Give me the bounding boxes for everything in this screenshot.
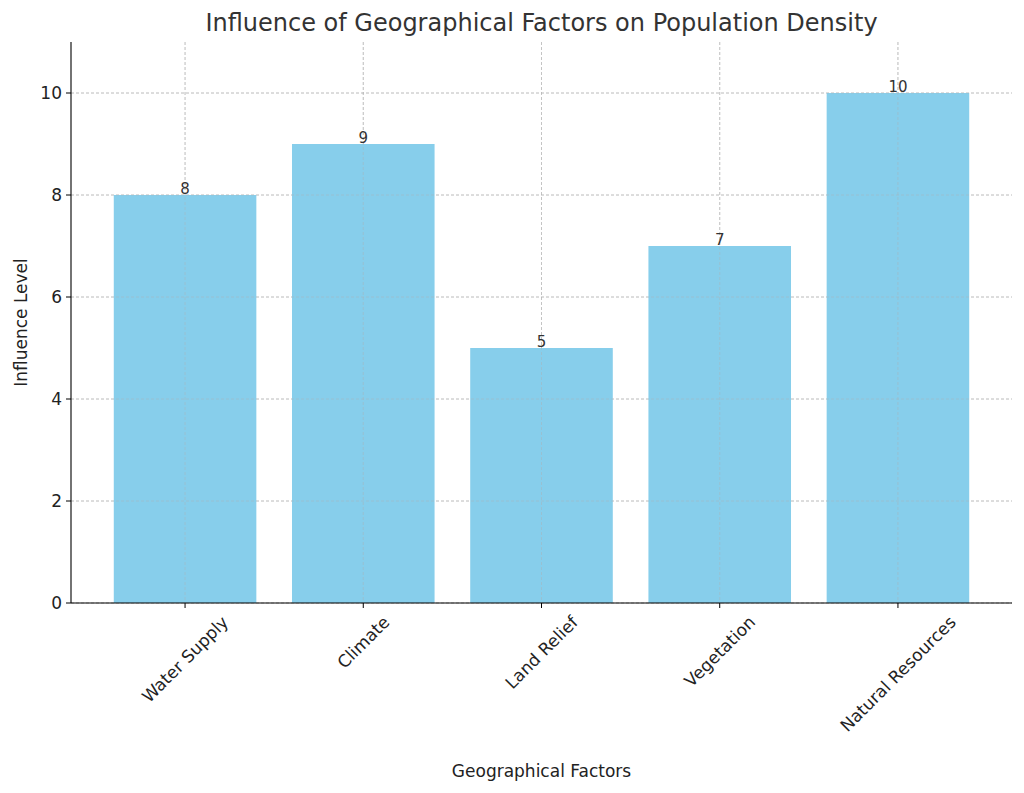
x-tick xyxy=(897,603,898,608)
x-tick-label: Natural Resources xyxy=(836,612,960,736)
x-axis-label: Geographical Factors xyxy=(452,761,631,781)
y-tick xyxy=(66,297,71,298)
data-label: 8 xyxy=(180,180,190,198)
y-grid-line xyxy=(71,501,1012,502)
data-label: 5 xyxy=(537,333,547,351)
x-grid-line xyxy=(719,42,720,603)
y-tick-label: 10 xyxy=(40,83,62,103)
x-grid-line xyxy=(363,42,364,603)
x-grid-line xyxy=(363,42,364,603)
y-tick xyxy=(66,501,71,502)
y-tick-label: 8 xyxy=(51,185,62,205)
y-tick-label: 2 xyxy=(51,491,62,511)
data-label: 7 xyxy=(715,231,725,249)
x-grid-line xyxy=(719,42,720,603)
x-tick xyxy=(363,603,364,608)
x-grid-line xyxy=(185,42,186,603)
y-tick-label: 0 xyxy=(51,593,62,613)
x-tick-label: Land Relief xyxy=(501,611,583,693)
x-grid-line xyxy=(185,42,186,603)
x-tick-label: Vegetation xyxy=(680,612,759,691)
data-label: 10 xyxy=(888,78,907,96)
x-tick xyxy=(541,603,542,608)
x-tick xyxy=(185,603,186,608)
y-tick xyxy=(66,603,71,604)
y-tick xyxy=(66,93,71,94)
x-grid-line xyxy=(897,42,898,603)
y-tick-label: 4 xyxy=(51,389,62,409)
y-tick xyxy=(66,399,71,400)
y-axis xyxy=(70,42,71,603)
title: Influence of Geographical Factors on Pop… xyxy=(205,9,877,37)
y-axis-label: Influence Level xyxy=(11,258,31,387)
x-tick xyxy=(719,603,720,608)
y-tick xyxy=(66,195,71,196)
chart: 8 9 5 7 10 0 2 4 6 8 10 Water Supply Climate Land Rel… xyxy=(0,0,1024,793)
x-tick-label: Water Supply xyxy=(138,612,232,706)
x-grid-line xyxy=(541,42,542,603)
grid-overlay xyxy=(71,42,1012,603)
x-tick-label: Climate xyxy=(333,612,393,672)
y-tick-label: 6 xyxy=(51,287,62,307)
x-grid-line xyxy=(541,42,542,603)
data-label: 9 xyxy=(359,129,369,147)
